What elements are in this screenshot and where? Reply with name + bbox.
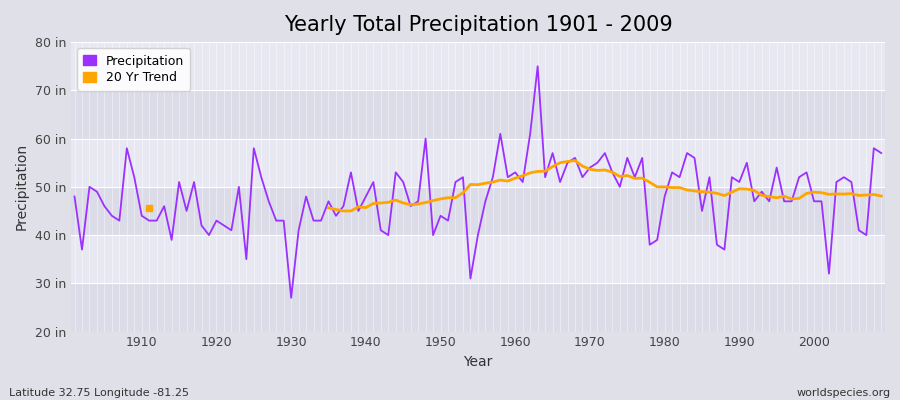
20 Yr Trend [375, 201, 386, 206]
Precipitation [129, 175, 140, 180]
Precipitation [286, 296, 297, 300]
20 Yr Trend [876, 194, 886, 198]
20 Yr Trend [570, 158, 580, 163]
Precipitation [532, 64, 543, 69]
Line: 20 Yr Trend: 20 Yr Trend [328, 160, 881, 211]
Legend: Precipitation, 20 Yr Trend: Precipitation, 20 Yr Trend [77, 48, 190, 91]
Bar [71, 283, 885, 332]
20 Yr Trend [771, 195, 782, 200]
Bar [71, 187, 885, 235]
Precipitation [301, 194, 311, 199]
Bar [71, 42, 885, 90]
X-axis label: Year: Year [464, 355, 492, 369]
20 Yr Trend [831, 192, 842, 196]
Title: Yearly Total Precipitation 1901 - 2009: Yearly Total Precipitation 1901 - 2009 [284, 15, 672, 35]
20 Yr Trend [778, 194, 789, 199]
Precipitation [69, 194, 80, 199]
Precipitation [509, 170, 520, 175]
Precipitation [346, 170, 356, 175]
20 Yr Trend [794, 196, 805, 201]
Text: worldspecies.org: worldspecies.org [796, 388, 891, 398]
Bar [71, 90, 885, 139]
20 Yr Trend [323, 206, 334, 210]
Text: Latitude 32.75 Longitude -81.25: Latitude 32.75 Longitude -81.25 [9, 388, 189, 398]
Bar [71, 235, 885, 283]
Precipitation [518, 180, 528, 184]
Y-axis label: Precipitation: Precipitation [15, 143, 29, 230]
20 Yr Trend [756, 193, 767, 198]
Precipitation [876, 151, 886, 156]
Line: Precipitation: Precipitation [75, 66, 881, 298]
Bar [71, 139, 885, 187]
Precipitation [615, 184, 626, 189]
20 Yr Trend [338, 208, 349, 213]
